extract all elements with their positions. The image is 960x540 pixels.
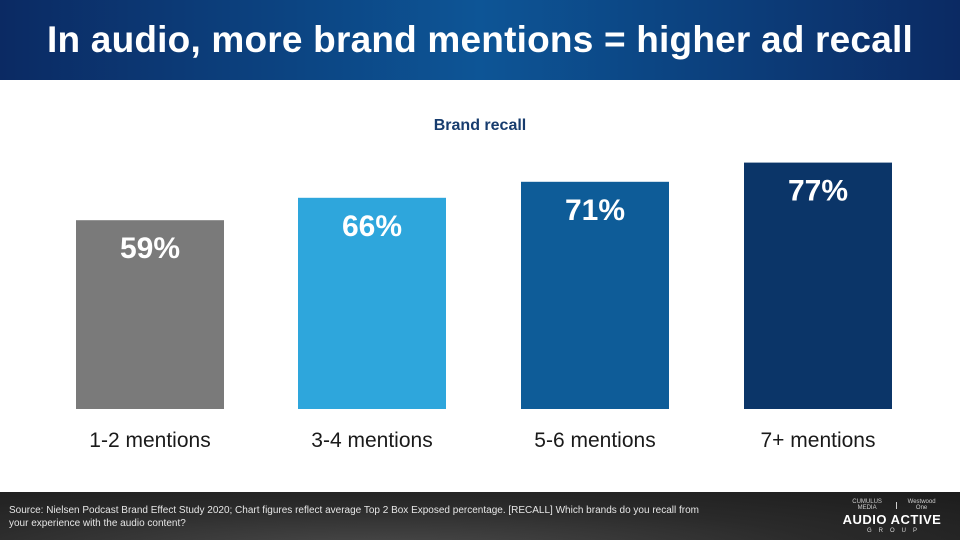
chart-title: Brand recall	[433, 117, 527, 134]
category-label-1: 1-2 mentions	[89, 429, 210, 452]
logo-brand-left: CUMULUS MEDIA	[852, 499, 882, 511]
logo-main-text: AUDIO ACTIVE	[842, 512, 942, 527]
category-label-3: 5-6 mentions	[534, 429, 655, 452]
bar-3	[521, 181, 669, 409]
slide-title: In audio, more brand mentions = higher a…	[47, 19, 913, 60]
slide-header: In audio, more brand mentions = higher a…	[0, 0, 960, 80]
logo-divider	[896, 501, 898, 509]
logo-sub-text: GROUP	[866, 528, 924, 534]
source-note: Source: Nielsen Podcast Brand Effect Stu…	[9, 505, 700, 529]
audio-active-group-logo: CUMULUS MEDIA Westwood One AUDIO ACTIVE …	[842, 499, 942, 534]
category-label-4: 7+ mentions	[761, 429, 876, 452]
logo-brand-right: Westwood One	[907, 499, 936, 511]
bar-value-label-2: 66%	[342, 210, 402, 243]
bar-1	[76, 220, 224, 409]
bar-2	[298, 197, 446, 409]
bar-value-label-3: 71%	[565, 194, 625, 227]
logo-partner-brands: CUMULUS MEDIA Westwood One	[842, 499, 942, 511]
bar-value-label-4: 77%	[788, 175, 848, 208]
bar-chart: 59% 1-2 mentions 66% 3-4 mentions 71% 5-6 men…	[76, 162, 892, 452]
bar-value-label-1: 59%	[120, 232, 180, 265]
footer: Source: Nielsen Podcast Brand Effect Stu…	[0, 492, 960, 540]
bar-4	[744, 162, 892, 409]
category-label-2: 3-4 mentions	[311, 429, 432, 452]
